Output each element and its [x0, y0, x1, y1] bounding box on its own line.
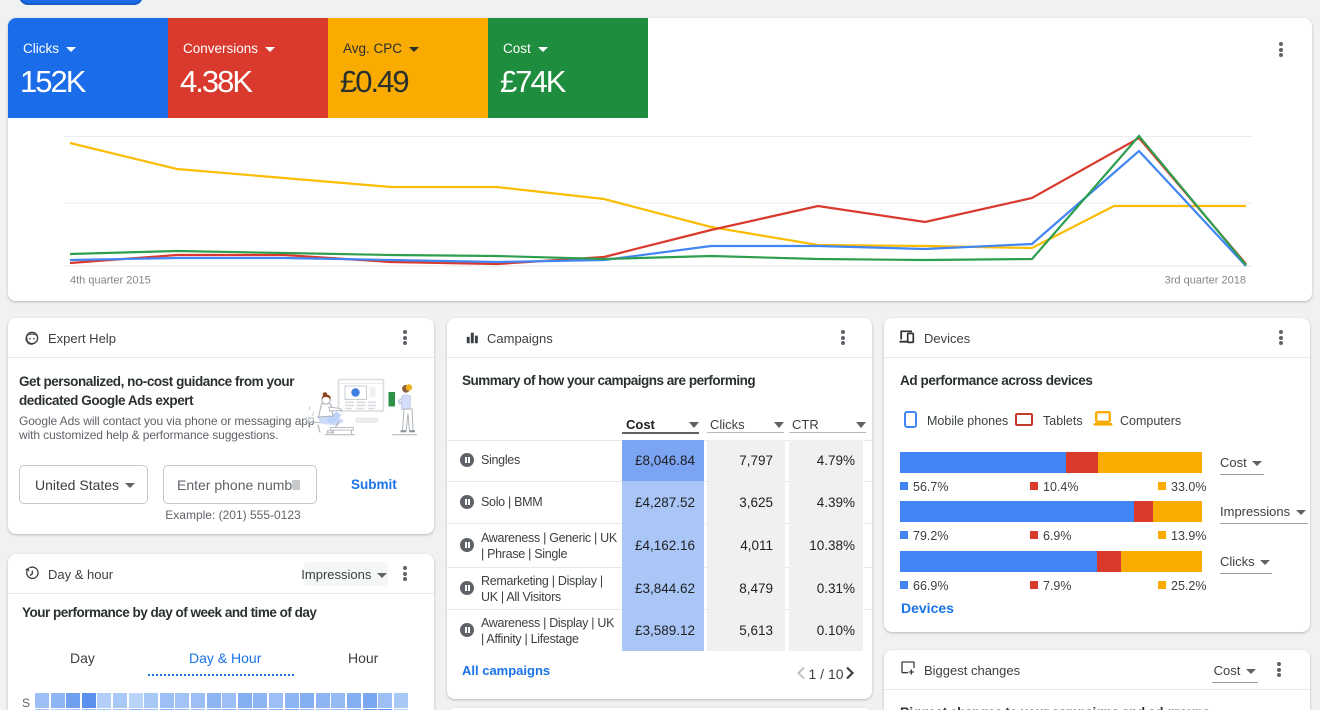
svg-text:3rd quarter 2018: 3rd quarter 2018 — [1165, 275, 1246, 287]
svg-text:4th quarter 2015: 4th quarter 2015 — [70, 275, 151, 287]
